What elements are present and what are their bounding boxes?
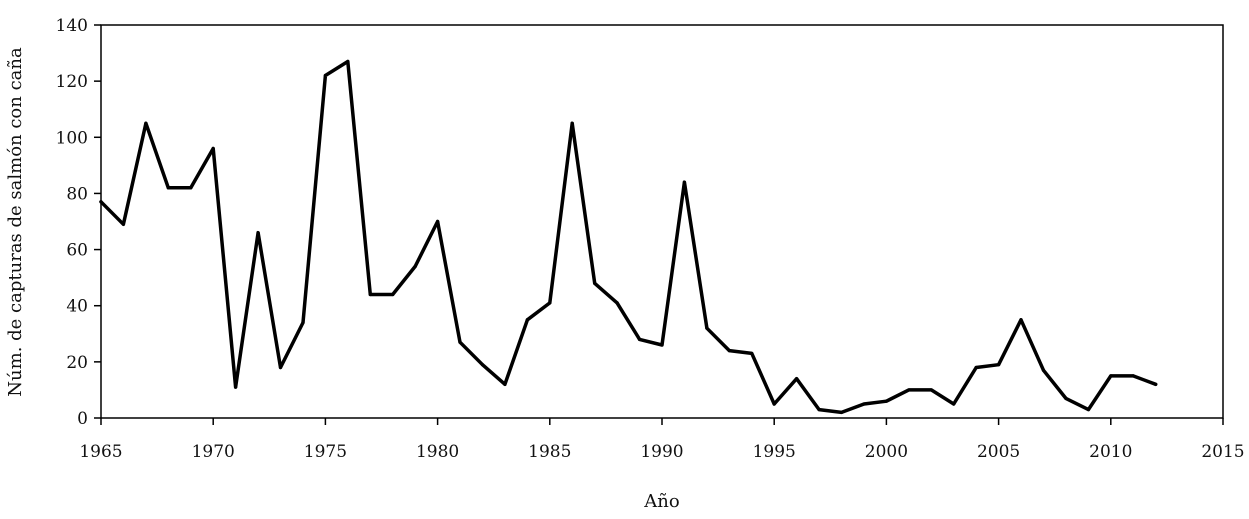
y-tick-label: 80 [66, 184, 88, 204]
data-point [458, 340, 462, 344]
data-point [682, 180, 687, 184]
data-point [503, 382, 507, 386]
data-point [1064, 396, 1068, 400]
data-point [1019, 318, 1023, 322]
data-point [1131, 374, 1135, 378]
data-point [99, 200, 103, 204]
data-point [323, 73, 327, 78]
x-tick-label: 1985 [528, 442, 571, 462]
data-points [99, 59, 1158, 414]
data-point [480, 363, 485, 367]
data-point [1041, 368, 1046, 372]
data-point [772, 402, 776, 406]
data-point [121, 222, 126, 226]
y-tick-label: 120 [56, 72, 88, 92]
data-point [166, 186, 170, 190]
data-point [593, 281, 597, 285]
data-point [795, 377, 799, 381]
data-point [1109, 374, 1113, 378]
x-tick-label: 1980 [416, 442, 459, 462]
data-point [368, 292, 372, 297]
data-point [884, 399, 889, 403]
x-axis-title: Año [643, 491, 679, 512]
x-axis: 1965 1970 1975 1980 1985 1990 1995 2000 2005 2010… [79, 418, 1245, 462]
data-point [997, 363, 1001, 367]
data-point [1154, 382, 1158, 386]
data-point [570, 121, 574, 125]
data-point [278, 365, 283, 370]
data-point [615, 301, 619, 305]
data-point [413, 264, 417, 269]
x-tick-label: 2015 [1201, 442, 1244, 462]
y-tick-label: 100 [56, 128, 88, 148]
data-point [660, 343, 664, 347]
series-line [99, 59, 1158, 415]
data-point [189, 186, 193, 190]
data-point [301, 320, 305, 325]
data-point [346, 59, 350, 64]
data-point [144, 121, 148, 125]
data-point [234, 385, 238, 389]
x-tick-label: 2010 [1089, 442, 1132, 462]
x-tick-label: 1990 [640, 442, 683, 462]
y-tick-label: 20 [66, 353, 88, 373]
data-point [974, 365, 978, 370]
x-tick-label: 1970 [192, 442, 235, 462]
data-point [750, 351, 754, 356]
data-point [929, 388, 933, 392]
data-point [211, 146, 215, 151]
x-tick-label: 2000 [865, 442, 908, 462]
x-tick-label: 1995 [753, 442, 796, 462]
data-point [839, 410, 844, 414]
data-point [256, 231, 260, 235]
y-axis: 0 20 40 60 80 100 120 140 [56, 16, 101, 429]
data-point [391, 292, 395, 297]
y-tick-label: 40 [66, 297, 88, 317]
data-point [1086, 407, 1090, 412]
plot-frame [100, 24, 1224, 419]
y-axis-title: Núm. de capturas de salmón con caña [5, 47, 26, 397]
data-point [525, 318, 529, 322]
data-point [862, 402, 866, 406]
data-point [705, 326, 709, 330]
x-tick-label: 1975 [304, 442, 347, 462]
data-point [952, 402, 956, 406]
data-point [727, 349, 731, 353]
y-tick-label: 0 [77, 409, 88, 429]
x-tick-label: 1965 [79, 442, 122, 462]
data-point [817, 407, 821, 412]
data-point [637, 337, 642, 341]
x-tick-label: 2005 [977, 442, 1020, 462]
y-tick-label: 60 [66, 241, 88, 261]
y-tick-label: 140 [56, 16, 88, 36]
data-point [436, 219, 440, 224]
data-point [548, 301, 552, 305]
data-point [907, 388, 911, 392]
